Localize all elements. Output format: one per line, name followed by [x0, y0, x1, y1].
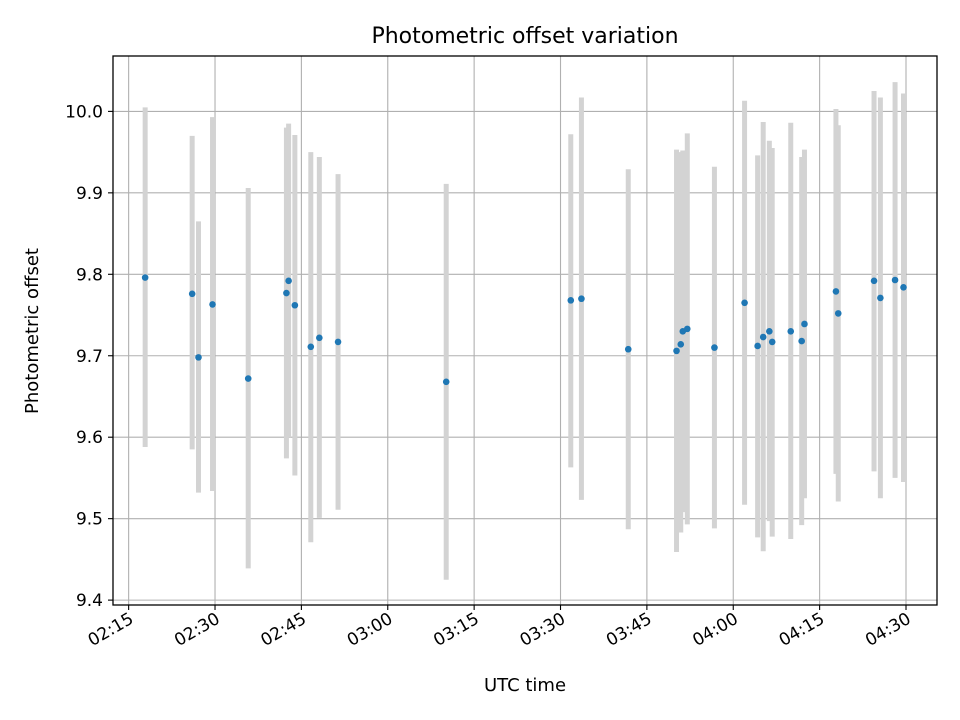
data-point [677, 341, 685, 348]
data-point [141, 274, 149, 281]
data-point [877, 294, 884, 302]
data-point [244, 375, 252, 382]
data-point [683, 325, 691, 333]
data-points [141, 274, 907, 386]
data-point [316, 334, 323, 342]
chart-title: Photometric offset variation [371, 24, 678, 49]
data-point [442, 378, 450, 386]
data-point [759, 333, 767, 341]
data-point [624, 345, 632, 353]
y-axis-label: Photometric offset [22, 248, 43, 414]
data-point [900, 284, 907, 291]
x-axis-label: UTC time [484, 675, 566, 696]
data-point [195, 354, 202, 361]
data-point [711, 344, 718, 351]
data-point [673, 347, 680, 355]
data-point [768, 338, 776, 346]
data-point [285, 277, 292, 285]
data-point [832, 288, 840, 295]
data-point [787, 328, 795, 335]
data-point [766, 328, 773, 335]
data-point [834, 310, 842, 317]
data-point [291, 301, 299, 309]
y-axis-ticks: 9.4 9.5 9.6 9.7 9.8 9.9 10.0 [65, 102, 113, 611]
y-tick-label: 9.7 [76, 347, 103, 367]
y-tick-label: 10.0 [65, 102, 103, 122]
data-point [741, 299, 748, 307]
y-tick-label: 9.9 [76, 184, 103, 204]
data-point [567, 297, 575, 304]
data-point [578, 295, 585, 303]
data-point [307, 343, 315, 351]
data-point [754, 342, 761, 350]
data-point [283, 289, 290, 297]
data-point [801, 320, 808, 328]
data-point [334, 338, 342, 346]
y-tick-label: 9.4 [76, 591, 103, 611]
data-point [891, 276, 899, 284]
data-point [188, 290, 196, 298]
data-point [209, 301, 216, 308]
data-point [870, 277, 878, 285]
data-point [798, 337, 805, 345]
y-tick-label: 9.5 [76, 510, 103, 530]
y-tick-label: 9.6 [76, 428, 103, 448]
y-tick-label: 9.8 [76, 265, 103, 285]
plot-frame [112, 55, 938, 606]
